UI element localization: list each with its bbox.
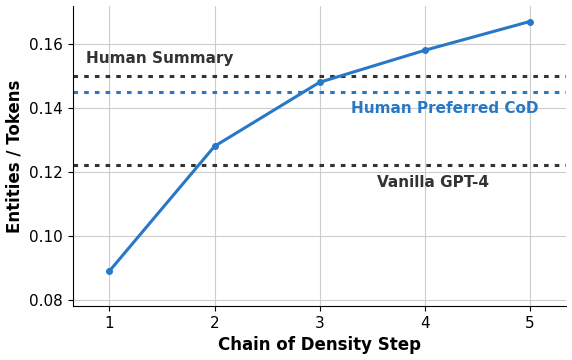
X-axis label: Chain of Density Step: Chain of Density Step bbox=[218, 337, 421, 355]
Y-axis label: Entities / Tokens: Entities / Tokens bbox=[6, 79, 23, 233]
Text: Vanilla GPT-4: Vanilla GPT-4 bbox=[378, 175, 490, 190]
Text: Human Preferred CoD: Human Preferred CoD bbox=[351, 102, 539, 117]
Text: Human Summary: Human Summary bbox=[86, 51, 234, 66]
